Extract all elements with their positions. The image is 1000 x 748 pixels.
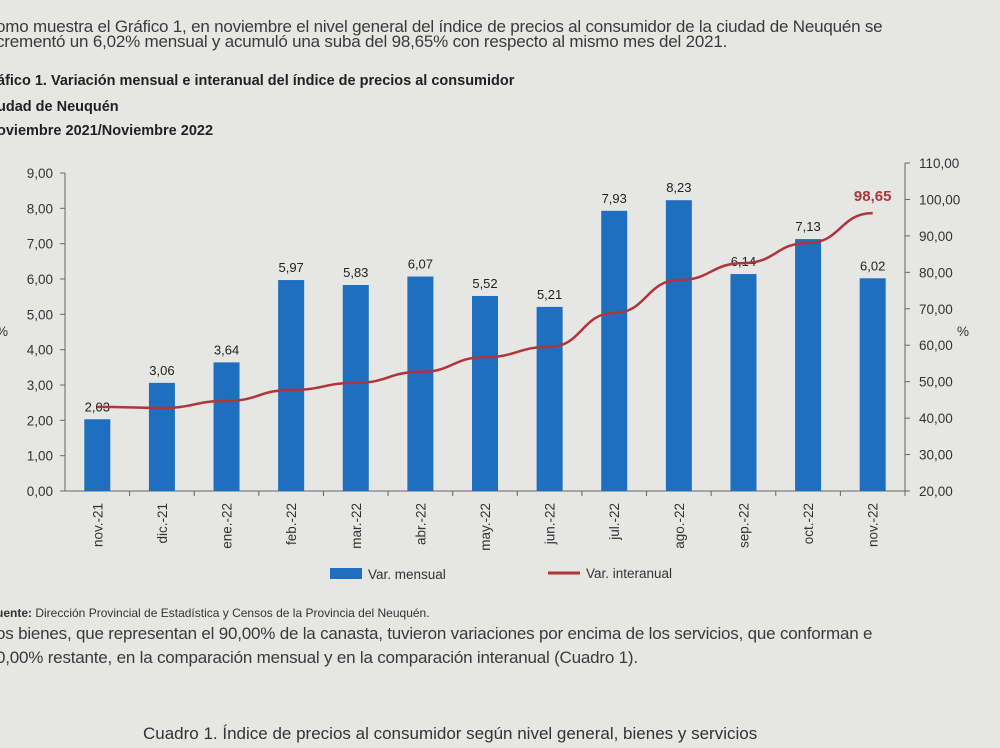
x-tick-label: nov.-21 <box>90 503 105 547</box>
bar-may.-22 <box>472 295 498 491</box>
bar-data-label: 5,97 <box>278 260 303 275</box>
x-tick-label: sep.-22 <box>736 503 751 548</box>
bar-jul.-22 <box>601 210 628 491</box>
x-tick-label: nov.-22 <box>866 503 881 547</box>
chart-subtitle-city: udad de Neuquén <box>0 99 119 115</box>
bar-data-label: 8,23 <box>666 180 691 195</box>
bar-data-label: 6,07 <box>408 257 433 272</box>
paragraph-2-line-2: 0,00% restante, en la comparación mensua… <box>0 648 638 667</box>
source-label: uente: <box>0 606 32 620</box>
left-tick-label: 2,00 <box>27 413 53 428</box>
left-tick-label: 6,00 <box>27 272 53 287</box>
right-tick-label: 40,00 <box>919 411 953 426</box>
left-axis-label: % <box>0 324 8 339</box>
bar-mar.-22 <box>342 285 369 491</box>
bar-dic.-21 <box>148 382 175 491</box>
bar-data-label: 5,83 <box>343 265 368 280</box>
chart: 0,00 1,00 2,00 3,00 4,00 5,00 6,00 7,00 8,00 9,00… <box>0 156 969 582</box>
bar-abr.-22 <box>407 276 434 491</box>
left-tick-label: 4,00 <box>27 343 53 358</box>
bar-oct.-22 <box>795 239 822 491</box>
bar-jun.-22 <box>536 306 563 491</box>
right-tick-label: 50,00 <box>919 375 953 390</box>
left-tick-label: 8,00 <box>27 201 53 216</box>
right-axis-label: % <box>957 324 969 339</box>
x-tick-label: ene.-22 <box>220 503 235 549</box>
x-tick-label: jul.-22 <box>607 503 622 541</box>
paragraph-1-line-1: omo muestra el Gráfico 1, en noviembre e… <box>0 17 883 36</box>
right-tick-label: 100,00 <box>919 192 960 207</box>
legend-label-interanual: Var. interanual <box>586 566 672 581</box>
paragraph-1-line-2: crementó un 6,02% mensual y acumuló una … <box>0 32 728 51</box>
cuadro-title: Cuadro 1. Índice de precios al consumido… <box>143 724 758 743</box>
x-tick-label: jun.-22 <box>543 503 558 545</box>
right-tick-label: 60,00 <box>919 338 953 353</box>
bar-data-label: 5,21 <box>537 287 562 302</box>
right-tick-label: 20,00 <box>919 484 953 499</box>
line-end-label: 98,65 <box>854 188 892 205</box>
left-tick-label: 3,00 <box>27 378 53 393</box>
left-tick-label: 1,00 <box>27 449 53 464</box>
legend-swatch-mensual <box>330 568 362 579</box>
x-tick-label: mar.-22 <box>349 503 364 549</box>
x-tick-label: feb.-22 <box>284 503 299 545</box>
right-tick-label: 80,00 <box>919 265 953 280</box>
x-tick-label: oct.-22 <box>801 503 816 544</box>
source-text: Dirección Provincial de Estadística y Ce… <box>35 606 430 620</box>
x-tick-label: may.-22 <box>478 503 493 551</box>
source-note: uente: Dirección Provincial de Estadísti… <box>0 606 430 620</box>
bar-data-label: 3,64 <box>214 342 239 357</box>
right-tick-label: 90,00 <box>919 229 953 244</box>
right-tick-label: 30,00 <box>919 448 953 463</box>
bar-feb.-22 <box>278 280 305 491</box>
bar-data-label: 3,06 <box>149 363 174 378</box>
bar-nov.-22 <box>859 278 886 491</box>
bar-sep.-22 <box>730 274 757 491</box>
legend-label-mensual: Var. mensual <box>368 567 446 582</box>
bar-ene.-22 <box>213 362 240 491</box>
bar-ago.-22 <box>665 200 692 491</box>
x-tick-label: dic.-21 <box>155 503 170 544</box>
bar-data-label: 6,14 <box>731 254 756 269</box>
bar-data-label: 7,13 <box>795 219 820 234</box>
left-tick-label: 5,00 <box>27 307 53 322</box>
left-tick-label: 7,00 <box>27 237 53 252</box>
x-tick-label: ago.-22 <box>672 503 687 549</box>
paragraph-2-line-1: os bienes, que representan el 90,00% de … <box>0 624 873 643</box>
left-tick-label: 0,00 <box>27 484 53 499</box>
x-tick-label: abr.-22 <box>413 503 428 545</box>
bar-data-label: 7,93 <box>602 191 627 206</box>
chart-title: áfico 1. Variación mensual e interanual … <box>0 73 515 89</box>
bar-data-label: 5,52 <box>472 276 497 291</box>
chart-subtitle-period: oviembre 2021/Noviembre 2022 <box>0 123 214 139</box>
bar-data-label: 6,02 <box>860 258 885 273</box>
right-tick-label: 110,00 <box>919 156 959 171</box>
bar-nov.-21 <box>84 419 111 491</box>
right-tick-label: 70,00 <box>919 302 953 317</box>
left-tick-label: 9,00 <box>27 166 53 181</box>
